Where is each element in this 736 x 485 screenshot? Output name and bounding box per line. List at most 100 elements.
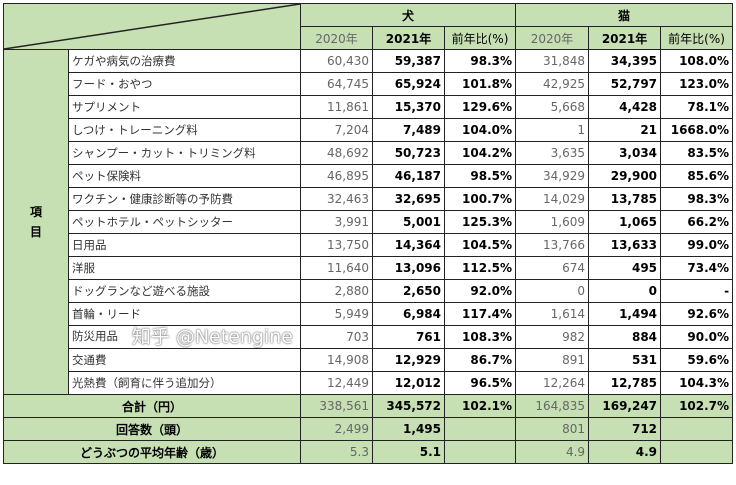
item-label: 洋服	[72, 261, 95, 275]
dog-ratio-value: 92.0%	[443, 279, 517, 303]
dog-ratio-value: 104.2%	[443, 141, 517, 165]
dog-2021-value: 46,187	[372, 164, 445, 188]
item-label-cell: ペットホテル・ペットシッター	[68, 210, 301, 234]
dog-ratio-value: 108.3%	[443, 325, 517, 349]
item-label: 日用品	[72, 238, 107, 252]
cat-2020-value: 14,029	[515, 187, 590, 211]
cat-ratio-value: 123.0%	[660, 72, 734, 96]
cat-header: 猫	[515, 3, 734, 27]
dog-ratio-value: 98.3%	[443, 49, 517, 73]
dog-ratio-value: 112.5%	[443, 256, 517, 280]
dog-2021-value: 5.1	[372, 440, 445, 464]
cat-2021-value: 169,247	[588, 394, 662, 418]
dog-ratio-value: 86.7%	[443, 348, 517, 372]
dog-ratio-value: 100.7%	[443, 187, 517, 211]
dog-2020-value: 2,499	[300, 417, 373, 441]
cat-ratio-value: 73.4%	[660, 256, 734, 280]
cat-2020-value: 42,925	[515, 72, 590, 96]
dog-2020-value: 11,861	[300, 95, 373, 119]
dog-ratio-value	[443, 417, 517, 441]
cat-2020-value: 0	[515, 279, 590, 303]
cat-2021-value: 4,428	[588, 95, 662, 119]
cat-2021-value: 1,065	[588, 210, 662, 234]
item-label: ペットホテル・ペットシッター	[72, 215, 233, 229]
cat-2021-value: 531	[588, 348, 662, 372]
cat-ratio-value: 59.6%	[660, 348, 734, 372]
cat-ratio-value: 83.5%	[660, 141, 734, 165]
item-label-cell: ドッグランなど遊べる施設	[68, 279, 301, 303]
dog-2021-value: 14,364	[372, 233, 445, 257]
dog-2020-value: 7,204	[300, 118, 373, 142]
col-dog-2021: 2021年	[372, 26, 445, 50]
item-label-cell: 光熱費（飼育に伴う追加分）	[68, 371, 301, 395]
item-label: 防災用品	[72, 329, 118, 343]
table-row: ペット保険料 46,895 46,187 98.5% 34,929 29,900 85.6%	[4, 164, 734, 188]
dog-2021-value: 12,012	[372, 371, 445, 395]
cat-2020-value: 3,635	[515, 141, 590, 165]
cat-2021-value: 52,797	[588, 72, 662, 96]
dog-ratio-value: 101.8%	[443, 72, 517, 96]
table-row: 交通費 14,908 12,929 86.7% 891 531 59.6%	[4, 348, 734, 372]
dog-2020-value: 703	[300, 325, 373, 349]
cat-ratio-value: 1668.0%	[660, 118, 734, 142]
dog-2020-value: 3,991	[300, 210, 373, 234]
dog-2020-value: 48,692	[300, 141, 373, 165]
cat-ratio-value	[660, 417, 734, 441]
cat-2021-value: 3,034	[588, 141, 662, 165]
side-label-char: 目	[29, 225, 42, 239]
corner-diagonal-cell	[3, 3, 301, 50]
item-label: ドッグランなど遊べる施設	[72, 284, 210, 298]
item-label: 交通費	[72, 353, 107, 367]
item-label-cell: フード・おやつ	[68, 72, 301, 96]
dog-ratio-value: 104.5%	[443, 233, 517, 257]
dog-ratio-value: 96.5%	[443, 371, 517, 395]
cat-ratio-value: 78.1%	[660, 95, 734, 119]
dog-ratio-value: 104.0%	[443, 118, 517, 142]
cat-2021-value: 4.9	[588, 440, 662, 464]
cat-2020-value: 982	[515, 325, 590, 349]
cat-ratio-value: 104.3%	[660, 371, 734, 395]
table-row: 光熱費（飼育に伴う追加分） 12,449 12,012 96.5% 12,264 12,7…	[4, 371, 734, 395]
dog-2020-value: 2,880	[300, 279, 373, 303]
dog-2021-value: 5,001	[372, 210, 445, 234]
dog-ratio-value: 98.5%	[443, 164, 517, 188]
dog-2020-value: 64,745	[300, 72, 373, 96]
item-label-cell: 日用品	[68, 233, 301, 257]
cat-ratio-value: 85.6%	[660, 164, 734, 188]
cat-2021-value: 13,785	[588, 187, 662, 211]
cat-2020-value: 1,609	[515, 210, 590, 234]
cat-2021-value: 34,395	[588, 49, 662, 73]
cat-2021-value: 0	[588, 279, 662, 303]
col-cat-2020: 2020年	[515, 26, 590, 50]
item-label: フード・おやつ	[72, 77, 153, 91]
dog-2020-value: 14,908	[300, 348, 373, 372]
item-label-cell: ケガや病気の治療費	[68, 49, 301, 73]
summary-label: 回答数（頭）	[3, 417, 301, 441]
dog-2020-value: 13,750	[300, 233, 373, 257]
col-cat-ratio: 前年比(%)	[660, 26, 734, 50]
item-label-cell: 首輪・リード	[68, 302, 301, 326]
item-label-cell: ペット保険料	[68, 164, 301, 188]
cat-ratio-value: 98.3%	[660, 187, 734, 211]
dog-2020-value: 5.3	[300, 440, 373, 464]
cat-2020-value: 164,835	[515, 394, 590, 418]
table-row: サプリメント 11,861 15,370 129.6% 5,668 4,428 78.1%	[4, 95, 734, 119]
cat-2020-value: 1	[515, 118, 590, 142]
cat-ratio-value: 66.2%	[660, 210, 734, 234]
table-row: 項目ケガや病気の治療費 60,430 59,387 98.3% 31,848 34,395…	[3, 49, 734, 395]
cat-2020-value: 1,614	[515, 302, 590, 326]
item-label-cell: ワクチン・健康診断等の予防費	[68, 187, 301, 211]
dog-ratio-value: 129.6%	[443, 95, 517, 119]
dog-2021-value: 6,984	[372, 302, 445, 326]
table-row: 首輪・リード 5,949 6,984 117.4% 1,614 1,494 92.6%	[4, 302, 734, 326]
dog-2020-value: 338,561	[300, 394, 373, 418]
table-row: ペットホテル・ペットシッター 3,991 5,001 125.3% 1,609 1,065…	[4, 210, 734, 234]
dog-2020-value: 60,430	[300, 49, 373, 73]
dog-2020-value: 5,949	[300, 302, 373, 326]
cat-2021-value: 495	[588, 256, 662, 280]
dog-2021-value: 7,489	[372, 118, 445, 142]
cat-2020-value: 674	[515, 256, 590, 280]
item-label-cell: 知乎 @Netengine 防災用品	[68, 325, 301, 349]
item-label: 光熱費（飼育に伴う追加分）	[72, 376, 222, 390]
summary-row: 合計（円） 338,561 345,572 102.1% 164,835 169,247 1…	[3, 394, 734, 418]
